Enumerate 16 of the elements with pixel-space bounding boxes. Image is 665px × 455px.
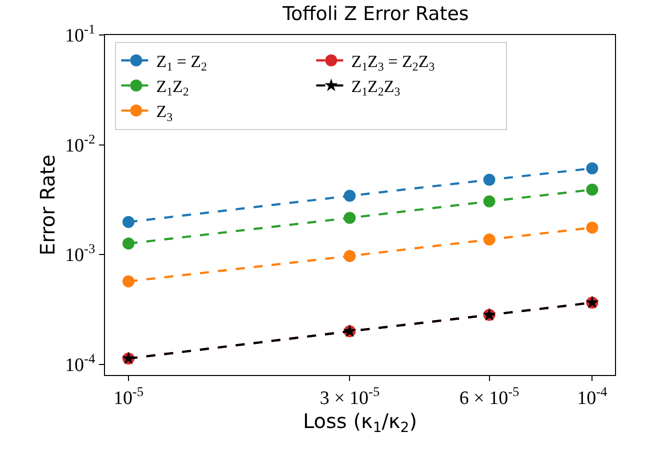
legend-label: Z$_{1}$Z$_{2}$Z$_{3}$ [351, 77, 400, 99]
x-tick-label: 10$^{-4}$ [577, 384, 608, 409]
x-axis-title: Loss (κ$_{1}$/κ$_{2}$) [302, 408, 418, 436]
y-tick-label: 10$^{-1}$ [65, 22, 96, 47]
legend-label: Z$_{1}$Z$_{3}$ = Z$_{2}$Z$_{3}$ [351, 52, 435, 74]
x-tick-label: 10$^{-5}$ [113, 384, 144, 409]
y-tick-label: 10$^{-2}$ [65, 131, 96, 156]
x-tick-label: 3 × 10$^{-5}$ [320, 384, 380, 409]
x-tick-label: 6 × 10$^{-5}$ [459, 384, 520, 409]
y-axis-title: Error Rate [36, 154, 60, 256]
chart-title: Toffoli Z Error Rates [282, 3, 469, 26]
y-tick-label: 10$^{-4}$ [65, 351, 96, 376]
legend-label: Z$_{1}$ = Z$_{2}$ [156, 52, 208, 74]
legend-label: Z$_{1}$Z$_{2}$ [156, 77, 189, 99]
y-tick-label: 10$^{-3}$ [65, 241, 96, 266]
legend-label: Z$_{3}$ [156, 102, 173, 124]
